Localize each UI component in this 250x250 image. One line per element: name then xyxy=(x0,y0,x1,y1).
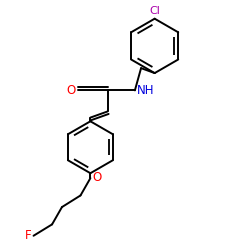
Text: Cl: Cl xyxy=(149,6,160,16)
Text: O: O xyxy=(93,171,102,184)
Text: F: F xyxy=(24,229,31,242)
Text: NH: NH xyxy=(137,84,154,97)
Text: O: O xyxy=(67,84,76,97)
